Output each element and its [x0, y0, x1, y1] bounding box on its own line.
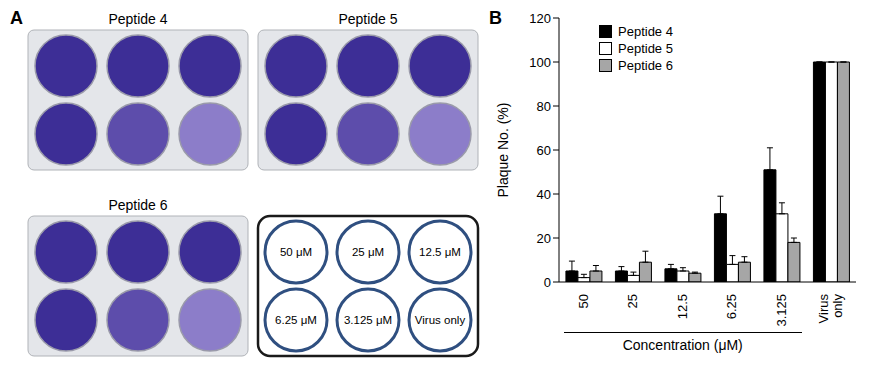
svg-text:A: A	[10, 8, 23, 28]
svg-text:25 μM: 25 μM	[352, 246, 384, 258]
svg-text:12.5 μM: 12.5 μM	[419, 246, 461, 258]
svg-text:Peptide 6: Peptide 6	[108, 197, 167, 213]
svg-text:Plaque No. (%): Plaque No. (%)	[495, 103, 511, 198]
svg-text:100: 100	[529, 55, 551, 70]
svg-text:0: 0	[544, 275, 551, 290]
svg-text:Virusonly: Virusonly	[816, 294, 845, 324]
svg-text:50 μM: 50 μM	[280, 246, 312, 258]
html-text:Concentration (μM): Concentration (μM)	[622, 337, 743, 353]
html-text:B: B	[489, 8, 502, 28]
html-text:Peptide 4: Peptide 4	[618, 24, 673, 39]
svg-text:120: 120	[529, 11, 551, 26]
svg-text:50: 50	[576, 294, 591, 308]
html-text:Peptide 6: Peptide 6	[618, 58, 673, 73]
svg-text:Peptide 4: Peptide 4	[108, 11, 167, 27]
svg-text:6.25: 6.25	[724, 294, 739, 319]
svg-text:3.125 μM: 3.125 μM	[344, 314, 392, 326]
svg-text:20: 20	[537, 231, 551, 246]
svg-text:25: 25	[625, 294, 640, 308]
html-text:Peptide 5: Peptide 5	[618, 41, 673, 56]
svg-text:80: 80	[537, 99, 551, 114]
svg-text:60: 60	[537, 143, 551, 158]
svg-text:6.25 μM: 6.25 μM	[275, 314, 317, 326]
svg-text:Virus only: Virus only	[415, 314, 466, 326]
svg-text:Peptide 5: Peptide 5	[338, 11, 397, 27]
svg-text:12.5: 12.5	[675, 294, 690, 319]
svg-text:3.125: 3.125	[774, 294, 789, 327]
svg-text:40: 40	[537, 187, 551, 202]
